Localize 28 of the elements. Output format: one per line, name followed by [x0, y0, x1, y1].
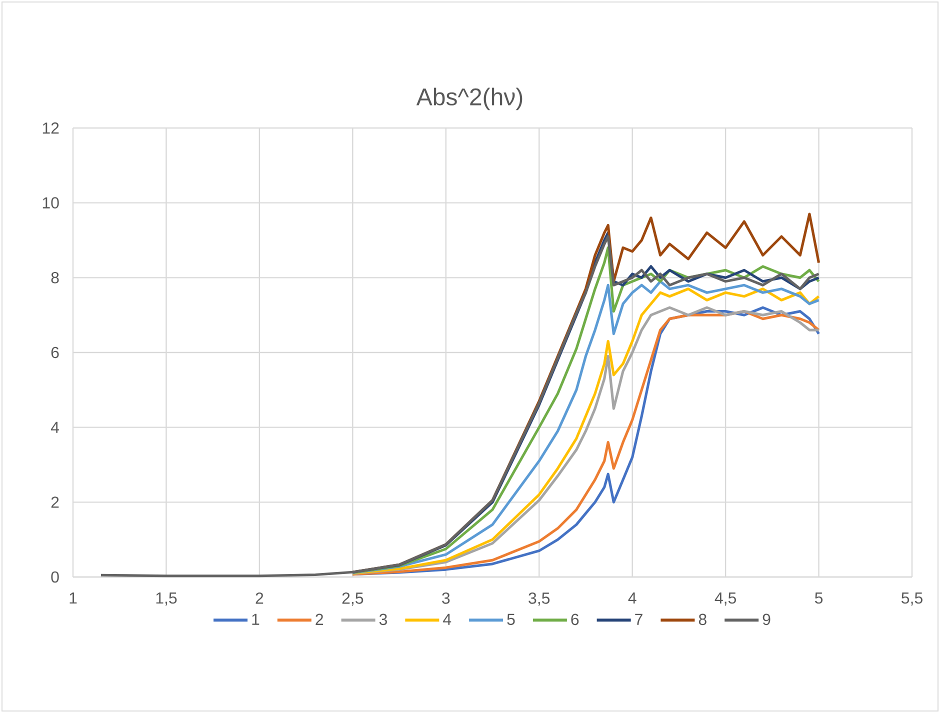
- legend-label: 5: [507, 614, 515, 626]
- x-tick-label: 4,5: [714, 592, 736, 606]
- x-tick-label: 3,5: [528, 592, 550, 606]
- x-tick-label: 5,5: [902, 592, 922, 606]
- line-series: [100, 235, 820, 578]
- y-tick-label: 8: [51, 272, 59, 284]
- y-tick-label: 2: [51, 496, 59, 508]
- y-tick-label: 0: [51, 571, 59, 583]
- x-tick-label: 2: [256, 592, 264, 604]
- legend-label: 2: [316, 614, 323, 625]
- legend-label: 4: [443, 614, 452, 625]
- legend-label: 6: [571, 614, 579, 626]
- chart-title: Abs^2(hν): [416, 88, 522, 110]
- x-tick-label: 1,5: [156, 592, 177, 606]
- legend-label: 8: [698, 614, 706, 626]
- x-tick-label: 5: [814, 592, 823, 604]
- y-tick-label: 6: [51, 346, 59, 358]
- legend-label: 1: [252, 614, 260, 625]
- legend-label: 7: [635, 614, 642, 625]
- legend-label: 9: [762, 614, 770, 626]
- x-tick-label: 1: [70, 592, 77, 604]
- x-tick-label: 3: [442, 592, 450, 604]
- y-tick-label: 10: [42, 197, 59, 208]
- legend-label: 3: [379, 614, 387, 626]
- x-tick-label: 4: [628, 592, 636, 604]
- x-tick-label: 2,5: [342, 592, 364, 606]
- y-tick-label: 12: [42, 122, 59, 134]
- y-tick-label: 4: [50, 422, 60, 433]
